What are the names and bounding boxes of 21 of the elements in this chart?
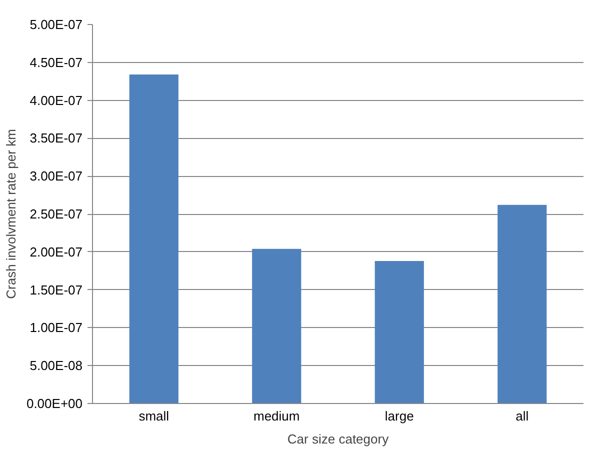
y-axis-title: Crash involvment rate per km [3, 129, 18, 299]
y-tick-label: 2.00E-07 [30, 244, 83, 260]
x-tick-label: medium [254, 408, 300, 424]
x-tick-label: large [384, 408, 414, 424]
bar [129, 74, 178, 404]
y-tick-label: 5.00E-08 [30, 358, 83, 374]
y-tick-label: 0.00E+00 [26, 396, 83, 411]
bar [252, 248, 302, 404]
y-tick-label: 1.00E-07 [30, 320, 83, 336]
x-tick-label: all [516, 408, 529, 424]
y-tick-label: 1.50E-07 [30, 282, 83, 298]
bar [374, 260, 424, 404]
x-axis-title: Car size category [287, 432, 390, 446]
y-tick-label: 4.50E-07 [30, 54, 83, 70]
y-tick-label: 3.00E-07 [30, 168, 83, 184]
y-tick-label: 2.50E-07 [30, 206, 83, 222]
x-tick-label: small [138, 408, 170, 424]
y-tick-label: 3.50E-07 [30, 130, 83, 146]
y-tick-label: 4.00E-07 [30, 92, 83, 108]
bar [498, 204, 547, 404]
y-tick-label: 5.00E-07 [30, 17, 83, 32]
